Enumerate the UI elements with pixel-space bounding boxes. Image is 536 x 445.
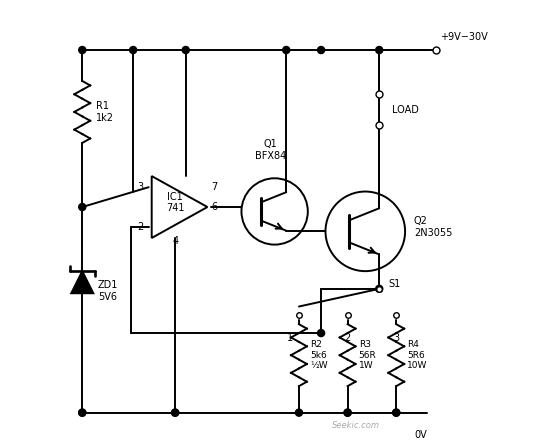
Text: 3: 3 bbox=[393, 333, 399, 343]
Circle shape bbox=[79, 203, 86, 210]
Circle shape bbox=[393, 409, 400, 416]
Text: 2: 2 bbox=[138, 222, 144, 232]
Text: Q1
BFX84: Q1 BFX84 bbox=[255, 139, 286, 161]
Text: IC1
741: IC1 741 bbox=[166, 192, 184, 214]
Circle shape bbox=[172, 409, 178, 416]
Circle shape bbox=[130, 46, 137, 53]
Text: ZD1
5V6: ZD1 5V6 bbox=[98, 280, 118, 302]
Circle shape bbox=[376, 46, 383, 53]
Text: 6: 6 bbox=[212, 202, 218, 212]
Text: R2
5k6
½W: R2 5k6 ½W bbox=[310, 340, 327, 370]
Text: 4: 4 bbox=[172, 236, 178, 246]
Text: 1: 1 bbox=[287, 333, 293, 343]
Circle shape bbox=[393, 409, 400, 416]
Circle shape bbox=[79, 409, 86, 416]
Text: 3: 3 bbox=[138, 182, 144, 192]
Circle shape bbox=[172, 409, 178, 416]
Polygon shape bbox=[71, 271, 93, 293]
Text: 0V: 0V bbox=[414, 430, 427, 441]
Text: 7: 7 bbox=[211, 182, 217, 192]
Circle shape bbox=[182, 46, 189, 53]
Text: 2: 2 bbox=[345, 333, 351, 343]
Circle shape bbox=[344, 409, 351, 416]
Circle shape bbox=[295, 409, 302, 416]
Circle shape bbox=[317, 329, 325, 336]
Text: Q2
2N3055: Q2 2N3055 bbox=[414, 216, 452, 238]
Text: R1
1k2: R1 1k2 bbox=[95, 101, 114, 123]
Circle shape bbox=[317, 46, 325, 53]
Circle shape bbox=[79, 409, 86, 416]
Text: LOAD: LOAD bbox=[392, 105, 419, 115]
Text: +9V−30V: +9V−30V bbox=[441, 32, 488, 42]
Text: Seekic.com: Seekic.com bbox=[332, 421, 381, 430]
Text: R3
56R
1W: R3 56R 1W bbox=[359, 340, 376, 370]
Text: R4
5R6
10W: R4 5R6 10W bbox=[407, 340, 428, 370]
Circle shape bbox=[282, 46, 290, 53]
Text: S1: S1 bbox=[388, 279, 400, 289]
Circle shape bbox=[79, 46, 86, 53]
Circle shape bbox=[344, 409, 351, 416]
Circle shape bbox=[376, 285, 383, 292]
